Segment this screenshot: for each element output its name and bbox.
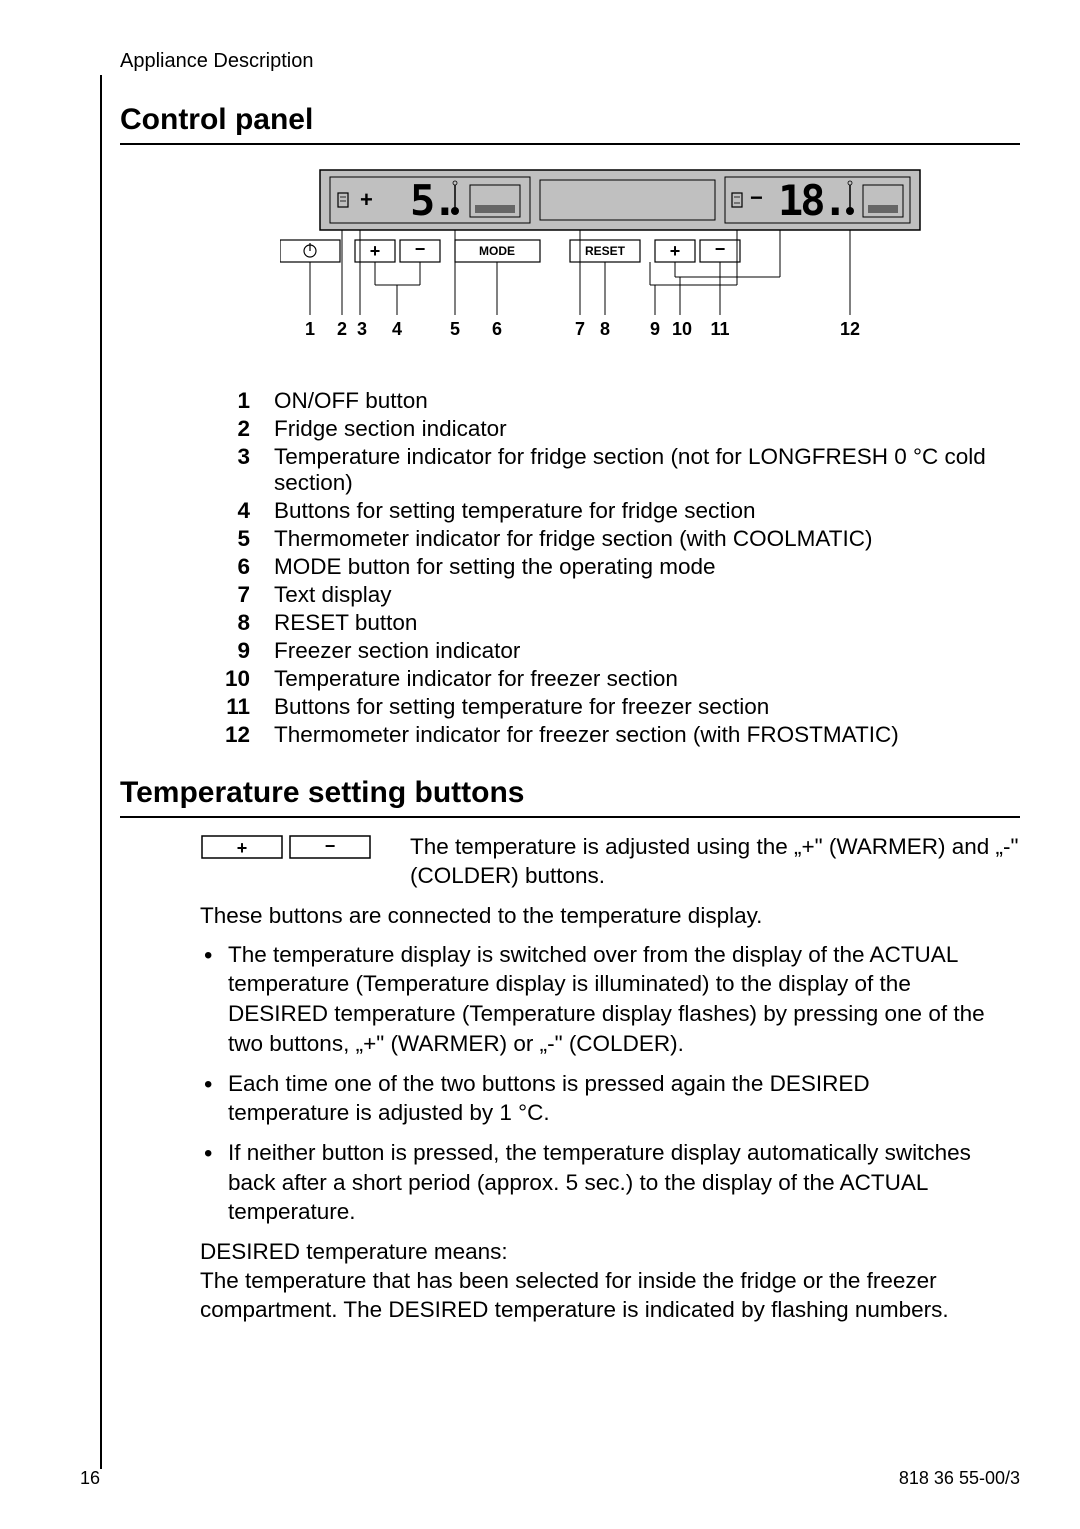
legend-description: Buttons for setting temperature for free… <box>274 694 1020 720</box>
legend-number: 11 <box>200 694 250 720</box>
legend-row: 6 MODE button for setting the operating m… <box>200 554 1020 580</box>
legend-row: 3 Temperature indicator for fridge sectio… <box>200 444 1020 496</box>
body-text-1: These buttons are connected to the tempe… <box>200 901 1020 930</box>
legend-row: 10 Temperature indicator for freezer sect… <box>200 666 1020 692</box>
bullet-list: The temperature display is switched over… <box>200 940 1020 1227</box>
legend-number: 4 <box>200 498 250 524</box>
svg-text:+: + <box>370 241 381 261</box>
svg-text:2: 2 <box>337 319 347 339</box>
svg-text:11: 11 <box>710 319 729 339</box>
svg-text:+: + <box>237 838 248 858</box>
bullet-item: The temperature display is switched over… <box>200 940 990 1059</box>
legend-description: Text display <box>274 582 1020 608</box>
page-header: Appliance Description <box>120 50 1020 73</box>
control-panel-diagram: + 5. − 18. + − MODE RESET + − <box>280 165 940 370</box>
svg-text:+: + <box>670 241 681 261</box>
legend-row: 12 Thermometer indicator for freezer sect… <box>200 722 1020 748</box>
legend-description: ON/OFF button <box>274 388 1020 414</box>
legend-row: 8 RESET button <box>200 610 1020 636</box>
doc-number: 818 36 55-00/3 <box>899 1468 1020 1489</box>
svg-text:−: − <box>415 239 426 259</box>
body-text-3: The temperature that has been selected f… <box>200 1266 1020 1325</box>
svg-text:18.: 18. <box>778 176 845 225</box>
legend-description: Thermometer indicator for freezer sectio… <box>274 722 1020 748</box>
legend-description: Thermometer indicator for fridge section… <box>274 526 1020 552</box>
legend-description: RESET button <box>274 610 1020 636</box>
svg-text:3: 3 <box>357 319 367 339</box>
section-title-control-panel: Control panel <box>120 103 1020 145</box>
temp-buttons-icon: + − <box>200 832 380 891</box>
svg-text:−: − <box>750 185 763 210</box>
legend-description: Buttons for setting temperature for frid… <box>274 498 1020 524</box>
svg-text:6: 6 <box>492 319 502 339</box>
svg-text:9: 9 <box>650 319 660 339</box>
svg-text:−: − <box>325 836 336 856</box>
legend-number: 12 <box>200 722 250 748</box>
svg-text:12: 12 <box>840 319 860 339</box>
legend-row: 11 Buttons for setting temperature for fr… <box>200 694 1020 720</box>
legend-description: Fridge section indicator <box>274 416 1020 442</box>
body-text-2: DESIRED temperature means: <box>200 1237 1020 1266</box>
page-number: 16 <box>80 1468 100 1489</box>
legend-description: Temperature indicator for fridge section… <box>274 444 1020 496</box>
legend-number: 6 <box>200 554 250 580</box>
svg-text:8: 8 <box>600 319 610 339</box>
legend-number: 8 <box>200 610 250 636</box>
legend-row: 4 Buttons for setting temperature for fri… <box>200 498 1020 524</box>
legend-row: 2 Fridge section indicator <box>200 416 1020 442</box>
svg-text:4: 4 <box>392 319 402 339</box>
bullet-item: Each time one of the two buttons is pres… <box>200 1069 990 1128</box>
section-title-temp-buttons: Temperature setting buttons <box>120 776 1020 818</box>
legend-number: 1 <box>200 388 250 414</box>
legend-number: 3 <box>200 444 250 496</box>
legend-number: 2 <box>200 416 250 442</box>
legend-number: 5 <box>200 526 250 552</box>
legend-row: 7 Text display <box>200 582 1020 608</box>
legend-description: Freezer section indicator <box>274 638 1020 664</box>
svg-text:5.: 5. <box>410 176 455 225</box>
temp-intro-text: The temperature is adjusted using the „+… <box>410 832 1020 891</box>
legend-row: 5 Thermometer indicator for fridge sectio… <box>200 526 1020 552</box>
legend-row: 9 Freezer section indicator <box>200 638 1020 664</box>
legend-row: 1 ON/OFF button <box>200 388 1020 414</box>
svg-text:7: 7 <box>575 319 585 339</box>
legend-list: 1ON/OFF button2Fridge section indicator3… <box>200 388 1020 748</box>
svg-text:−: − <box>715 239 726 259</box>
legend-number: 9 <box>200 638 250 664</box>
svg-text:10: 10 <box>672 319 692 339</box>
vertical-rule <box>100 75 102 1469</box>
svg-text:5: 5 <box>450 319 460 339</box>
svg-text:1: 1 <box>305 319 315 339</box>
svg-text:MODE: MODE <box>479 244 515 258</box>
legend-number: 10 <box>200 666 250 692</box>
legend-description: Temperature indicator for freezer sectio… <box>274 666 1020 692</box>
svg-text:RESET: RESET <box>585 244 626 258</box>
legend-number: 7 <box>200 582 250 608</box>
bullet-item: If neither button is pressed, the temper… <box>200 1138 990 1227</box>
svg-text:+: + <box>360 187 373 212</box>
legend-description: MODE button for setting the operating mo… <box>274 554 1020 580</box>
